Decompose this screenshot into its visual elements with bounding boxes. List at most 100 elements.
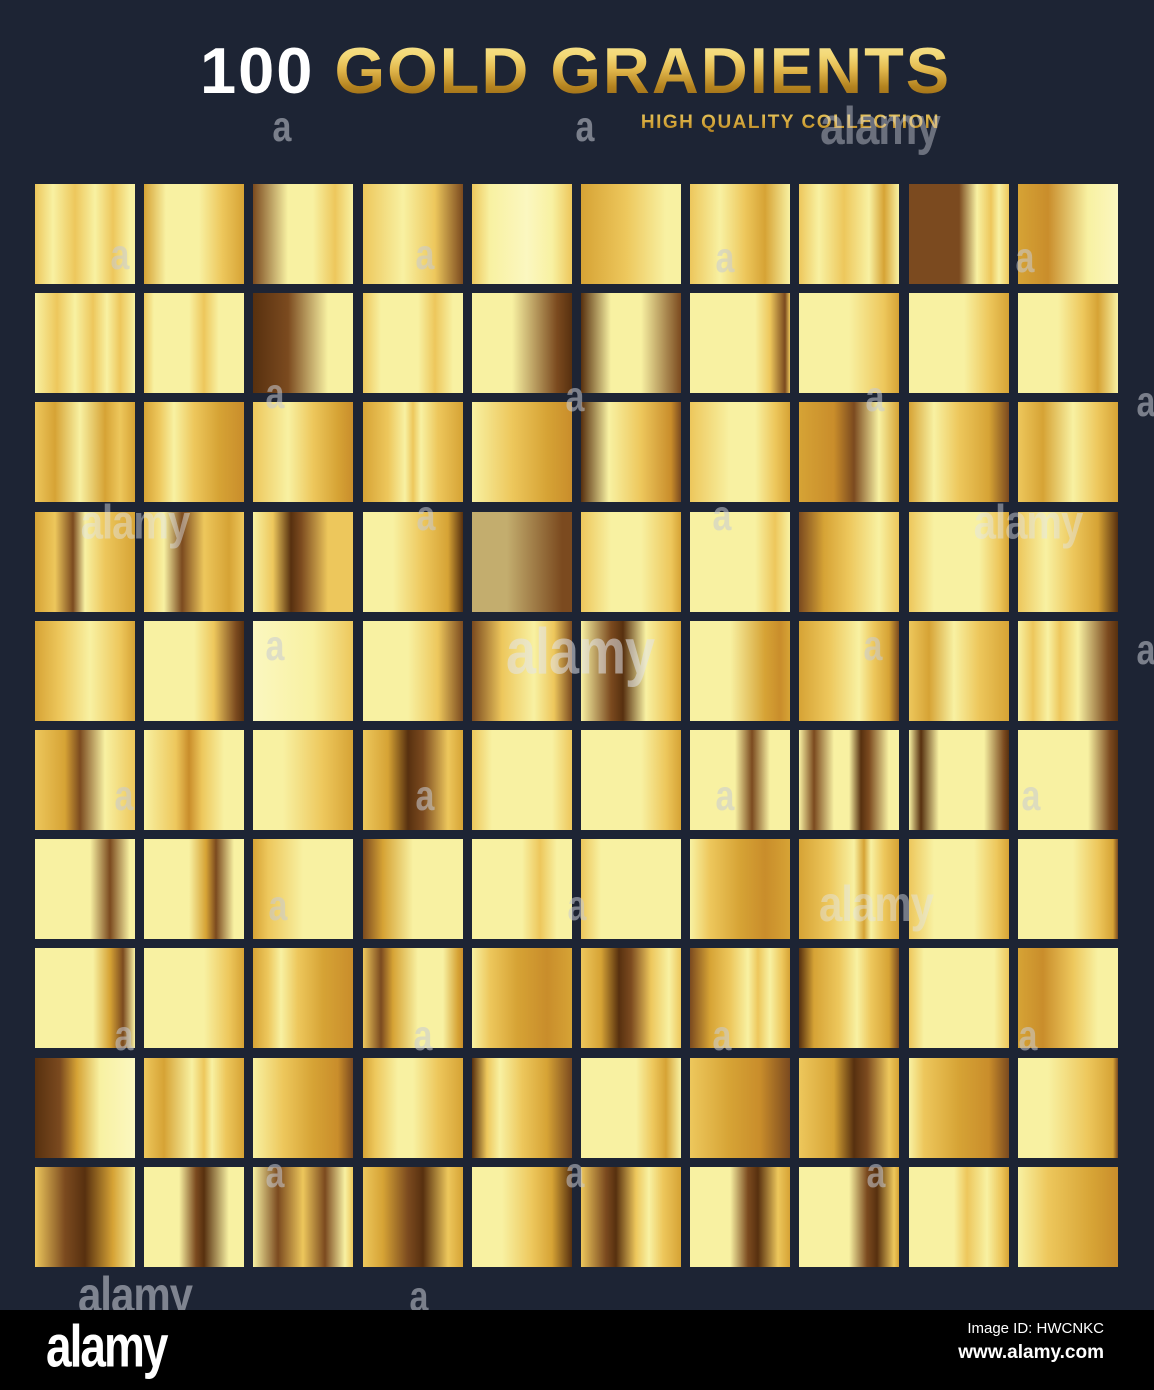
gradient-swatch <box>253 948 354 1049</box>
gradient-swatch <box>1017 184 1118 284</box>
page-title: 100 GOLD GRADIENTS <box>200 38 951 103</box>
gradient-swatch <box>471 1057 572 1158</box>
watermark-bar: alamy Image ID: HWCNKC www.alamy.com <box>0 1310 1154 1390</box>
gradient-swatch <box>362 1057 463 1158</box>
gradient-swatch <box>471 184 572 284</box>
gradient-swatch <box>253 511 354 612</box>
watermark-letter: a <box>1136 378 1154 426</box>
gradient-swatch <box>144 948 245 1049</box>
gradient-swatch <box>35 511 135 612</box>
gradient-swatch <box>690 402 791 503</box>
gradient-swatch <box>35 293 135 394</box>
gradient-swatch <box>690 293 791 394</box>
gradient-swatch <box>35 839 135 940</box>
gradient-swatch <box>908 1057 1009 1158</box>
gradient-swatch <box>580 1166 681 1267</box>
gradient-swatch <box>908 1166 1009 1267</box>
gradient-swatch <box>908 402 1009 503</box>
gradient-swatch <box>362 620 463 721</box>
gradient-swatch <box>35 729 135 830</box>
gradient-swatch <box>35 184 135 284</box>
gradient-swatch <box>471 620 572 721</box>
gradient-swatch <box>253 1057 354 1158</box>
gradient-swatch <box>1017 1057 1118 1158</box>
gradient-swatch <box>471 948 572 1049</box>
gradient-swatch <box>1017 293 1118 394</box>
gradient-swatch <box>908 293 1009 394</box>
gradient-swatch <box>799 402 900 503</box>
gradient-swatch <box>253 729 354 830</box>
gradient-swatch <box>908 729 1009 830</box>
gradient-swatch <box>580 1057 681 1158</box>
gradient-swatch <box>1017 729 1118 830</box>
alamy-logo: alamy <box>46 1312 168 1380</box>
gradient-swatch <box>362 402 463 503</box>
gradient-swatch <box>580 839 681 940</box>
gradient-swatch <box>580 620 681 721</box>
gradient-swatch <box>799 839 900 940</box>
gradient-swatch <box>471 402 572 503</box>
gradient-swatch <box>35 1057 135 1158</box>
gradient-swatch <box>690 184 791 284</box>
gradient-swatch <box>799 729 900 830</box>
gradient-swatch <box>580 402 681 503</box>
gradient-swatch <box>799 511 900 612</box>
gradient-swatch <box>690 948 791 1049</box>
gradient-swatch <box>253 839 354 940</box>
gradient-swatch <box>908 839 1009 940</box>
gradient-swatch <box>690 511 791 612</box>
gradient-swatch <box>799 184 900 284</box>
gradient-swatch <box>362 511 463 612</box>
gradient-swatch <box>1017 839 1118 940</box>
image-id: Image ID: HWCNKC <box>967 1320 1104 1337</box>
gradient-swatch <box>1017 1166 1118 1267</box>
gradient-swatch <box>144 839 245 940</box>
gradient-swatch <box>580 948 681 1049</box>
gradient-swatch <box>35 948 135 1049</box>
gradient-swatch <box>1017 402 1118 503</box>
gradient-swatch <box>690 839 791 940</box>
gradient-swatch <box>908 511 1009 612</box>
gradient-swatch <box>144 620 245 721</box>
gradient-swatch <box>144 729 245 830</box>
gradient-swatch <box>799 1166 900 1267</box>
gold-gradients-title: GOLD GRADIENTS <box>334 34 952 107</box>
gradient-swatch <box>580 293 681 394</box>
gradient-swatch <box>144 293 245 394</box>
gradient-swatch <box>253 620 354 721</box>
gradient-swatch <box>253 293 354 394</box>
subtitle: HIGH QUALITY COLLECTION <box>640 112 940 133</box>
gradient-swatch <box>1017 948 1118 1049</box>
gradient-swatch <box>362 184 463 284</box>
gradient-swatch <box>908 620 1009 721</box>
gradient-swatch <box>908 948 1009 1049</box>
gradient-swatch <box>580 511 681 612</box>
image-meta: Image ID: HWCNKC www.alamy.com <box>958 1320 1104 1364</box>
gradient-swatch <box>35 402 135 503</box>
gradient-swatch <box>690 1057 791 1158</box>
gradient-swatch <box>799 620 900 721</box>
gradient-swatch <box>144 1057 245 1158</box>
gradient-swatch <box>471 1166 572 1267</box>
website-url: www.alamy.com <box>958 1342 1104 1363</box>
gradient-swatch <box>799 1057 900 1158</box>
gradient-swatch <box>471 293 572 394</box>
gradient-swatch <box>144 402 245 503</box>
watermark-letter: a <box>575 103 595 151</box>
gradient-swatch <box>35 1166 135 1267</box>
gradient-swatch <box>144 1166 245 1267</box>
gradient-swatch <box>580 729 681 830</box>
gradient-swatch <box>35 620 135 721</box>
gradient-swatch <box>690 620 791 721</box>
gradient-swatch <box>799 948 900 1049</box>
gradient-swatch <box>580 184 681 284</box>
gradient-swatch <box>690 1166 791 1267</box>
gradient-swatch <box>471 729 572 830</box>
gradient-swatch <box>253 184 354 284</box>
count-label: 100 <box>200 34 315 107</box>
gradient-swatch <box>362 839 463 940</box>
gradient-swatch <box>799 293 900 394</box>
gradient-swatch-grid <box>35 184 1118 1267</box>
gradient-swatch <box>471 839 572 940</box>
